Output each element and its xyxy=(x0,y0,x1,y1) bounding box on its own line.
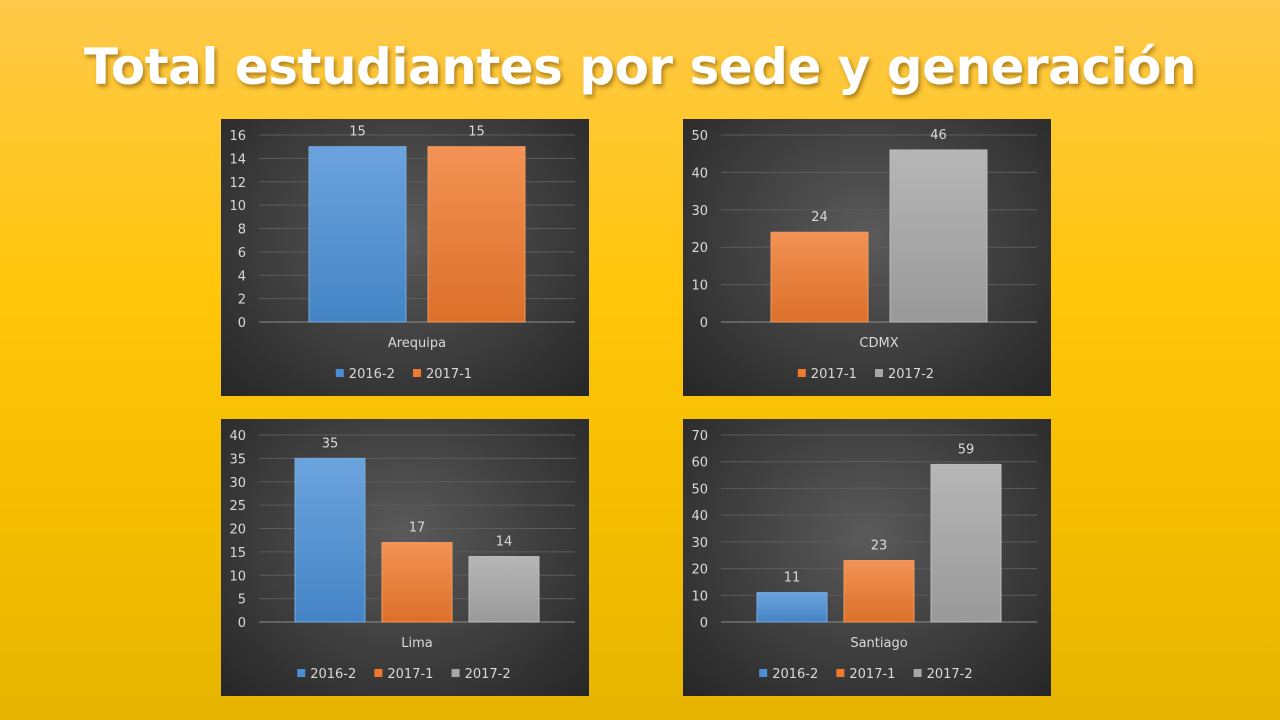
category-label: Arequipa xyxy=(388,336,446,351)
bar-lima-2017-2 xyxy=(468,556,540,623)
bar-santiago-2016-2 xyxy=(756,592,828,623)
y-tick-label: 16 xyxy=(229,129,246,144)
y-tick-label: 0 xyxy=(700,616,708,631)
y-tick-label: 2 xyxy=(238,293,246,308)
y-tick-label: 0 xyxy=(238,316,246,331)
data-label: 23 xyxy=(871,539,888,554)
legend-swatch xyxy=(913,669,922,677)
data-label: 46 xyxy=(930,128,947,143)
y-tick-label: 40 xyxy=(229,429,246,444)
legend-swatch xyxy=(297,669,306,677)
y-tick-label: 10 xyxy=(229,199,246,214)
y-tick-label: 10 xyxy=(691,589,708,604)
y-tick-label: 8 xyxy=(238,223,246,238)
data-label: 14 xyxy=(496,535,513,550)
bar-cdmx-2017-2 xyxy=(889,149,988,323)
data-label: 35 xyxy=(322,436,339,451)
bar-chart-arequipa: 0 2 4 6 8 10 12 14 16 15 15 Arequipa 2016-2 2017-1 xyxy=(229,125,575,382)
legend-swatch xyxy=(374,669,383,677)
legend-label: 2017-1 xyxy=(426,367,472,382)
y-tick-label: 20 xyxy=(691,241,708,256)
bar-lima-2016-2 xyxy=(294,457,366,623)
y-tick-label: 0 xyxy=(700,316,708,331)
legend-swatch xyxy=(335,369,344,377)
y-tick-label: 35 xyxy=(229,452,246,467)
data-label: 17 xyxy=(409,521,426,536)
y-tick-label: 40 xyxy=(691,166,708,181)
bar-lima-2017-1 xyxy=(381,542,453,623)
data-label: 15 xyxy=(349,125,366,140)
y-tick-label: 0 xyxy=(238,616,246,631)
legend-label: 2017-2 xyxy=(465,667,511,682)
y-tick-label: 20 xyxy=(691,563,708,578)
y-tick-label: 40 xyxy=(691,509,708,524)
bar-santiago-2017-1 xyxy=(843,560,915,623)
y-tick-label: 10 xyxy=(691,279,708,294)
y-tick-label: 10 xyxy=(229,569,246,584)
chart-panel-cdmx: 0 10 20 30 40 50 24 46 CDMX 2017-1 2017-2 xyxy=(683,119,1051,396)
data-label: 15 xyxy=(468,125,485,140)
legend-label: 2016-2 xyxy=(772,667,818,682)
chart-panel-lima: 0 5 10 15 20 25 30 35 40 35 17 14 Lima 2016-2 2017-1 20… xyxy=(221,419,589,696)
data-label: 59 xyxy=(958,442,975,457)
category-label: Santiago xyxy=(850,636,907,651)
legend-swatch xyxy=(875,369,883,377)
bar-arequipa-2017-1 xyxy=(427,146,526,323)
chart-panel-santiago: 0 10 20 30 40 50 60 70 11 23 59 Santiago 2016-2 2017-… xyxy=(683,419,1051,696)
y-tick-label: 6 xyxy=(238,246,246,261)
y-tick-label: 20 xyxy=(229,523,246,538)
legend-label: 2016-2 xyxy=(310,667,356,682)
y-tick-label: 60 xyxy=(691,456,708,471)
y-tick-label: 15 xyxy=(229,546,246,561)
bar-cdmx-2017-1 xyxy=(770,231,869,323)
legend-label: 2017-1 xyxy=(811,367,857,382)
y-tick-label: 25 xyxy=(229,499,246,514)
y-tick-label: 50 xyxy=(691,129,708,144)
legend-label: 2016-2 xyxy=(349,367,395,382)
legend-swatch xyxy=(451,669,460,677)
y-tick-label: 70 xyxy=(691,429,708,444)
category-label: Lima xyxy=(401,636,432,651)
legend-swatch xyxy=(836,669,845,677)
legend-swatch xyxy=(413,369,421,377)
category-label: CDMX xyxy=(859,336,898,351)
legend-label: 2017-1 xyxy=(387,667,433,682)
bar-chart-lima: 0 5 10 15 20 25 30 35 40 35 17 14 Lima 2016-2 2017-1 20… xyxy=(229,429,575,682)
y-tick-label: 30 xyxy=(691,204,708,219)
y-tick-label: 30 xyxy=(691,536,708,551)
data-label: 11 xyxy=(784,571,801,586)
legend-label: 2017-1 xyxy=(849,667,895,682)
bar-arequipa-2016-2 xyxy=(308,146,407,323)
y-tick-label: 50 xyxy=(691,482,708,497)
y-tick-label: 4 xyxy=(238,269,246,284)
y-tick-label: 30 xyxy=(229,476,246,491)
y-tick-label: 12 xyxy=(229,176,246,191)
bar-santiago-2017-2 xyxy=(930,463,1002,623)
y-tick-label: 14 xyxy=(229,152,246,167)
bar-chart-cdmx: 0 10 20 30 40 50 24 46 CDMX 2017-1 2017-2 xyxy=(691,128,1037,382)
legend-swatch xyxy=(759,669,768,677)
bar-chart-santiago: 0 10 20 30 40 50 60 70 11 23 59 Santiago 2016-2 2017-… xyxy=(691,429,1037,682)
slide-title: Total estudiantes por sede y generación xyxy=(83,38,1197,96)
legend-label: 2017-2 xyxy=(927,667,973,682)
data-label: 24 xyxy=(811,210,828,225)
legend-swatch xyxy=(797,369,806,377)
chart-panel-arequipa: 0 2 4 6 8 10 12 14 16 15 15 Arequipa 2016-2 2017-1 xyxy=(221,119,589,396)
y-tick-label: 5 xyxy=(238,593,246,608)
legend-label: 2017-2 xyxy=(888,367,934,382)
